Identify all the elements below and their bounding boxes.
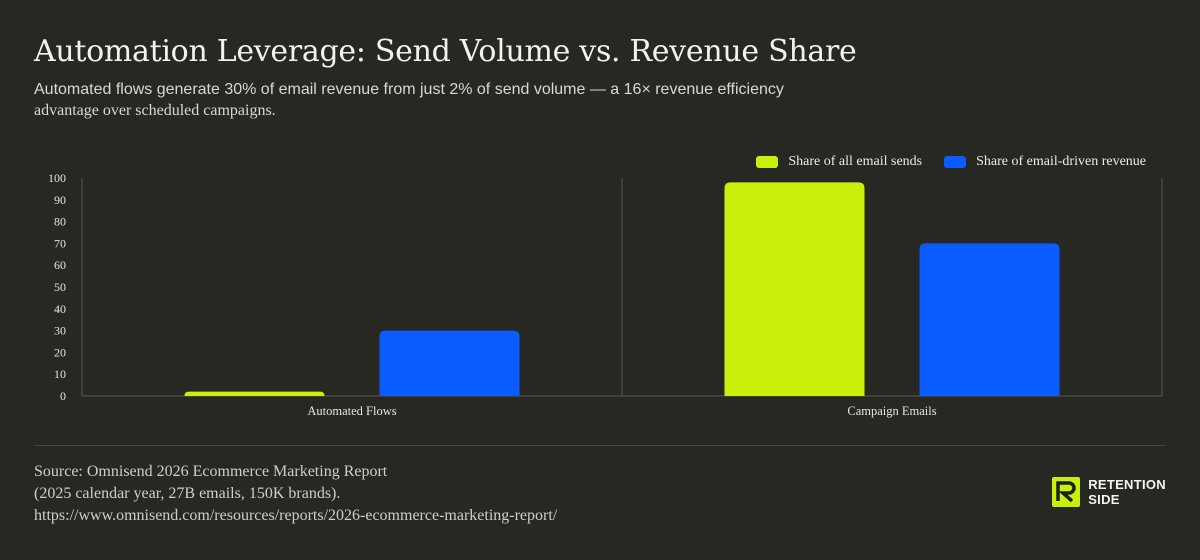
source-block: Source: Omnisend 2026 Ecommerce Marketin…: [34, 461, 557, 527]
subtitle-line-1: Automated flows generate 30% of email re…: [34, 81, 784, 98]
brand-logo: RETENTION SIDE: [1052, 477, 1166, 507]
subtitle-line-2: advantage over scheduled campaigns.: [34, 102, 276, 119]
legend-label-revenue: Share of email-driven revenue: [976, 154, 1146, 169]
y-tick-label: 100: [48, 171, 66, 185]
bar-chart: 0 10 20 30 40 50 60 70 80 90 100 Automated Flows Cam…: [48, 171, 1163, 418]
source-line-2: (2025 calendar year, 27B emails, 150K br…: [34, 485, 341, 502]
legend-label-sends: Share of all email sends: [788, 154, 923, 169]
brand-name: RETENTION SIDE: [1088, 477, 1166, 507]
y-tick-label: 40: [54, 302, 66, 316]
legend-swatch-revenue: [944, 156, 967, 168]
chart-subtitle: Automated flows generate 30% of email re…: [34, 79, 874, 121]
y-tick-label: 0: [60, 389, 66, 403]
y-tick-label: 10: [54, 367, 66, 381]
retention-side-logo-icon: [1052, 477, 1081, 507]
legend-item-revenue: Share of email-driven revenue: [944, 154, 1146, 170]
bar-revenue-campaign-emails: [919, 243, 1060, 396]
x-tick-label: Automated Flows: [307, 404, 396, 418]
y-tick-label: 90: [54, 193, 66, 207]
bar-revenue-automated-flows: [379, 330, 520, 396]
y-tick-label: 30: [54, 324, 66, 338]
source-line-1: Source: Omnisend 2026 Ecommerce Marketin…: [34, 463, 388, 480]
y-tick-label: 50: [54, 280, 66, 294]
source-url[interactable]: https://www.omnisend.com/resources/repor…: [34, 507, 558, 524]
brand-line-2: SIDE: [1088, 492, 1120, 507]
footer-divider: [34, 445, 1166, 446]
y-tick-label: 20: [54, 345, 66, 359]
chart-legend: Share of all email sends Share of email-…: [756, 154, 1146, 170]
y-tick-label: 60: [54, 258, 66, 272]
x-tick-label: Campaign Emails: [847, 404, 936, 418]
bar-sends-automated-flows: [184, 391, 325, 396]
chart-title: Automation Leverage: Send Volume vs. Rev…: [34, 34, 857, 69]
brand-line-1: RETENTION: [1088, 477, 1166, 492]
legend-item-sends: Share of all email sends: [756, 154, 922, 170]
bar-sends-campaign-emails: [724, 182, 865, 396]
y-tick-label: 80: [54, 215, 66, 229]
legend-swatch-sends: [756, 156, 779, 168]
y-tick-label: 70: [54, 236, 66, 250]
